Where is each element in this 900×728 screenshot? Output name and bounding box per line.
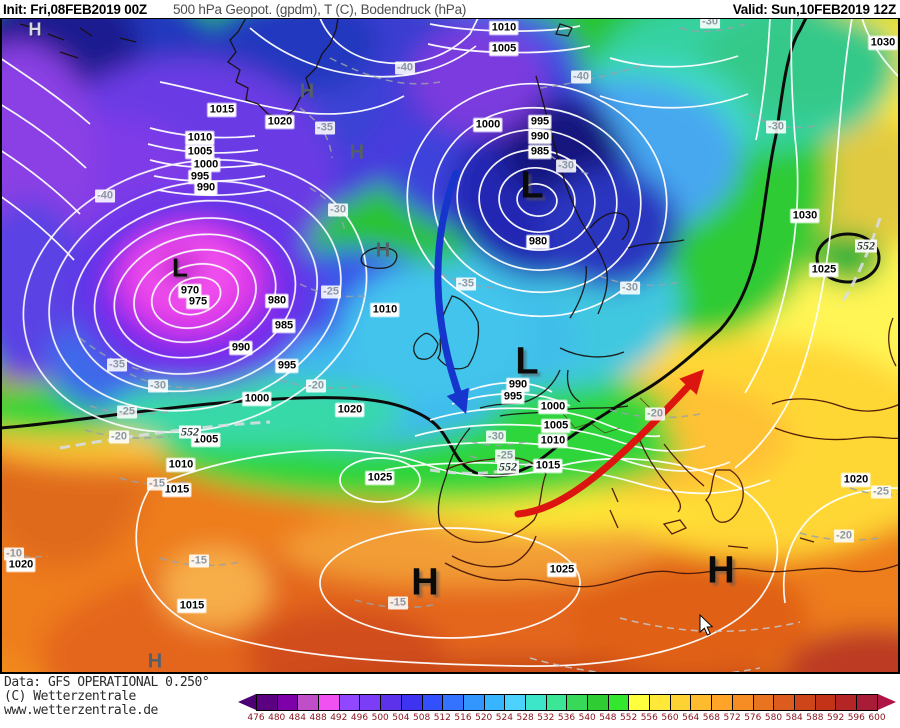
colorbar-segment [712,695,733,710]
colorbar-tick: 520 [475,713,493,723]
geopotential-colorbar [238,694,896,711]
mouse-cursor [699,613,714,636]
colorbar-tick: 532 [537,713,555,723]
colorbar-tick: 580 [764,713,783,723]
temperature-field [2,19,898,672]
colorbar-segment [836,695,857,710]
colorbar-tick: 556 [640,713,658,723]
colorbar-segment [401,695,423,710]
chart-parameters: 500 hPa Geopot. (gpdm), T (C), Bodendruc… [172,1,467,17]
colorbar-segment [629,695,651,710]
552-dashed-lines [59,217,882,475]
colorbar-segment [381,695,402,710]
colorbar-segment [856,695,877,710]
colorbar-segment [588,695,609,710]
colorbar-segment [815,695,837,710]
colorbar-segment [463,695,485,710]
colorbar-segment [422,695,444,710]
colorbar-tick: 540 [578,713,596,723]
colorbar-segment [484,695,506,710]
weather-map: 1015 1020 1010 1005 1000 995 990 1010 1005 1000 99… [0,18,900,674]
colorbar-segment [650,695,671,710]
colorbar-segment [691,695,713,710]
colorbar-segment [443,695,464,710]
colorbar-tick: 536 [557,713,576,723]
colorbar-segment [670,695,692,710]
coastlines-south [439,317,898,588]
cold-advection-arrow [434,169,469,415]
colorbar-tick: 600 [868,713,886,723]
colorbar-tick: 528 [516,713,534,723]
valid-datetime: Valid: Sun,10FEB2019 12Z [732,1,896,17]
colorbar-segment [546,695,568,710]
colorbar-segment [753,695,775,710]
colorbar-segment [608,695,630,710]
colorbar-tick: 584 [785,713,803,723]
colorbar-tick: 568 [702,713,720,723]
init-datetime: Init: Fri,08FEB2019 00Z [3,1,147,17]
colorbar-tick: 588 [806,713,824,723]
colorbar-segment [360,695,382,710]
title-bar: Init: Fri,08FEB2019 00Z 500 hPa Geopot. … [0,0,900,18]
map-field [2,19,898,672]
colorbar-tick: 596 [847,713,865,723]
colorbar-tick: 516 [454,713,472,723]
colorbar-segments [256,694,878,711]
colorbar-segment [257,695,278,710]
colorbar-tick: 496 [350,713,369,723]
colorbar-tick: 548 [599,713,617,723]
colorbar-tick: 476 [247,713,265,723]
colorbar-segment [339,695,361,710]
colorbar-tick: 488 [309,713,327,723]
colorbar-segment [732,695,754,710]
colorbar-tick: 572 [723,713,741,723]
colorbar-segment [277,695,299,710]
colorbar-tick: 508 [413,713,431,723]
colorbar-segment [319,695,340,710]
colorbar-tick: 500 [371,713,389,723]
copyright-line: (C) Wetterzentrale [4,689,136,704]
colorbar-right-arrow [877,694,896,710]
colorbar-tick: 484 [288,713,306,723]
colorbar-tick: 504 [392,713,410,723]
footer: Data: GFS OPERATIONAL 0.250° (C) Wetterz… [0,674,900,728]
colorbar-segment [505,695,526,710]
colorbar-segment [298,695,320,710]
colorbar-tick: 564 [682,713,700,723]
colorbar-tick: 560 [661,713,679,723]
colorbar-segment [794,695,816,710]
website-link[interactable]: www.wetterzentrale.de [4,703,158,718]
colorbar-tick: 524 [495,713,513,723]
colorbar-tick: 592 [827,713,845,723]
colorbar-tick: 480 [268,713,286,723]
colorbar-left-arrow [238,694,256,710]
colorbar-tick: 492 [330,713,348,723]
colorbar-segment [567,695,588,710]
colorbar-segment [525,695,547,710]
colorbar-tick: 576 [744,713,762,723]
colorbar-tick: 512 [433,713,451,723]
data-source-line: Data: GFS OPERATIONAL 0.250° [4,675,210,690]
colorbar-tick: 552 [620,713,638,723]
colorbar-segment [774,695,795,710]
